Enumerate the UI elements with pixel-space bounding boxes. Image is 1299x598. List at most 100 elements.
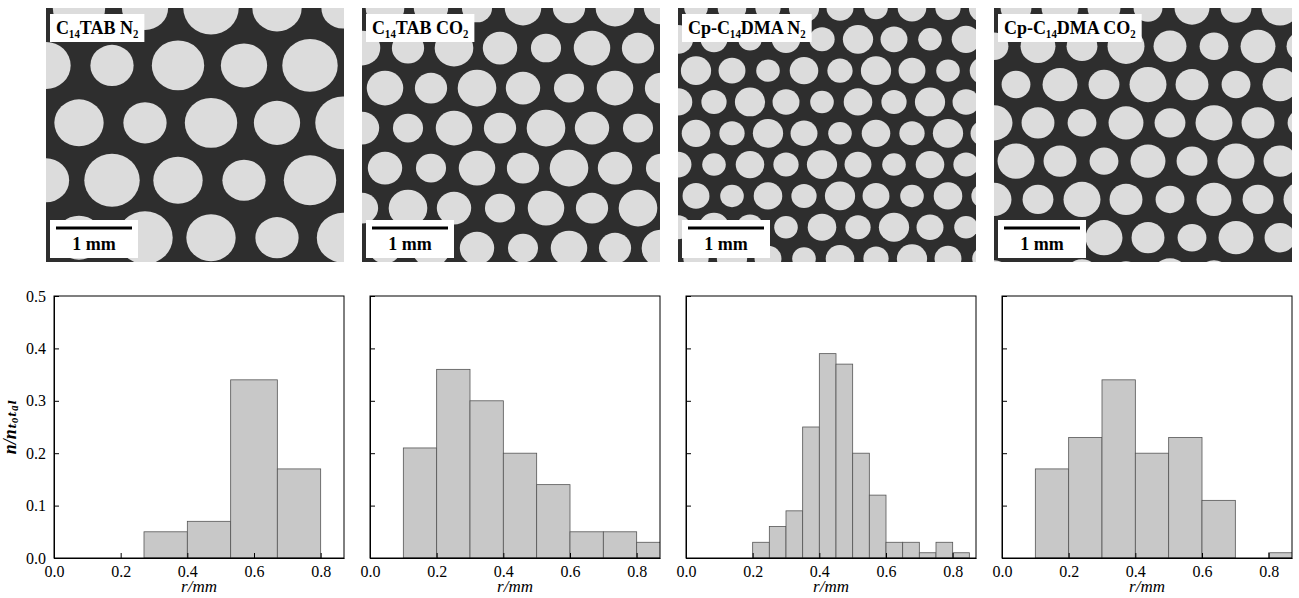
bubble-cell xyxy=(917,214,944,240)
bubble-cell xyxy=(368,152,402,185)
panel-title-text: C₁₄TAB N₂ xyxy=(56,18,138,38)
y-tick xyxy=(370,506,375,507)
bubble-cell xyxy=(1197,183,1232,216)
x-tick-mark xyxy=(819,553,820,558)
bubble-cell xyxy=(774,216,798,238)
bubble-cell xyxy=(1200,33,1229,60)
y-tick-mark xyxy=(686,296,691,297)
bubble-cell xyxy=(1023,185,1054,214)
bubble-cell xyxy=(845,215,870,239)
bubble-cell xyxy=(1086,220,1123,255)
bars xyxy=(403,369,660,558)
bubble-cell xyxy=(623,114,653,143)
histogram-bar xyxy=(1202,500,1235,558)
bubble-cell xyxy=(1221,8,1252,23)
bubble-cell xyxy=(459,151,496,186)
title-background xyxy=(50,14,144,42)
bubble-cell xyxy=(864,8,888,19)
y-axis-line xyxy=(1002,297,1003,559)
bubble-cell xyxy=(1002,71,1031,98)
bubble-cell xyxy=(899,58,926,84)
x-tick-label: 0.8 xyxy=(943,563,963,580)
x-tick-mark xyxy=(437,553,438,558)
bubble-cell xyxy=(415,73,447,104)
scale-bar-label: 1 mm xyxy=(388,234,432,254)
bubble-cell xyxy=(622,33,654,64)
y-tick xyxy=(1002,401,1007,402)
x-tick-label: 0.6 xyxy=(245,563,265,580)
y-tick xyxy=(1002,558,1007,559)
bubble-cell xyxy=(862,120,891,147)
bubble-cell xyxy=(553,8,585,23)
x-tick-label: 0.8 xyxy=(1259,563,1279,580)
bubble-cell xyxy=(183,8,238,34)
bubble-cell xyxy=(84,154,139,207)
x-tick-label: 0.2 xyxy=(427,563,447,580)
bubble-cell xyxy=(321,8,344,29)
bubble-cell xyxy=(1218,144,1255,179)
bubble-cell xyxy=(252,8,301,31)
bubble-cell xyxy=(1196,105,1233,140)
histogram-bar xyxy=(769,527,786,558)
bubble-cell xyxy=(507,153,539,184)
bubble-cell xyxy=(935,8,960,20)
histogram-bar xyxy=(953,553,970,558)
y-tick: 0.0 xyxy=(26,550,59,567)
histogram-bar xyxy=(1169,437,1202,558)
micrograph xyxy=(994,8,1292,262)
x-axis-title: r/mm xyxy=(181,577,217,596)
x-tick-label: 0.0 xyxy=(677,563,697,580)
x-tick: 0.8 xyxy=(1259,553,1279,580)
bubble-cell xyxy=(1064,182,1101,217)
bubble-cell xyxy=(46,42,71,89)
bubble-cell xyxy=(754,182,783,209)
bubble-cell xyxy=(1065,259,1100,262)
bubble-cell xyxy=(825,182,855,211)
bubble-cell xyxy=(935,246,962,262)
bubble-cell xyxy=(1152,258,1189,262)
bubble-cell xyxy=(827,59,852,83)
y-tick-mark xyxy=(54,558,59,559)
x-tick-label: 0.2 xyxy=(111,563,131,580)
bubble-cell xyxy=(1022,107,1055,138)
histogram-bar xyxy=(869,495,886,558)
photo-background xyxy=(46,8,344,262)
bubble-cell xyxy=(54,99,103,146)
y-tick-label: 0.3 xyxy=(26,392,46,409)
histogram-bar xyxy=(803,427,820,558)
bubble-cell xyxy=(597,71,634,106)
bubble-cell xyxy=(753,119,783,148)
y-tick-mark xyxy=(686,401,691,402)
bubble-cell xyxy=(994,183,1011,216)
bubble-cell xyxy=(1154,31,1187,62)
bubble-cell xyxy=(254,101,300,145)
bubble-cell xyxy=(1242,107,1275,138)
scale-bar-line xyxy=(372,227,448,230)
bubble-cell xyxy=(153,157,202,204)
micrograph xyxy=(362,8,660,262)
y-axis xyxy=(686,297,691,559)
bubble-cell xyxy=(362,112,379,145)
bubble-cell xyxy=(994,260,1010,262)
scale-bar-line xyxy=(56,227,132,230)
bubble-cell xyxy=(599,233,631,262)
bubble-cell xyxy=(1068,109,1097,136)
bubble-cell xyxy=(1262,8,1292,26)
histogram-bar xyxy=(1269,553,1292,558)
y-tick: 0.1 xyxy=(26,497,59,514)
x-tick-mark xyxy=(1135,553,1136,558)
bubble-cell xyxy=(619,190,658,227)
bubble-cell xyxy=(971,120,976,146)
x-tick: 0.8 xyxy=(943,553,963,580)
y-axis-line xyxy=(686,297,687,559)
bubble-cell xyxy=(702,153,726,175)
bubble-cell xyxy=(554,74,584,103)
bubble-cell xyxy=(773,89,800,115)
bubble-cell xyxy=(952,26,976,53)
micrograph xyxy=(46,8,344,262)
y-axis xyxy=(1002,297,1007,559)
x-tick-label: 0.6 xyxy=(877,563,897,580)
y-tick-label: 0.5 xyxy=(26,288,46,305)
scale-bar: 1 mm xyxy=(998,220,1086,258)
bubble-cell xyxy=(861,56,891,85)
